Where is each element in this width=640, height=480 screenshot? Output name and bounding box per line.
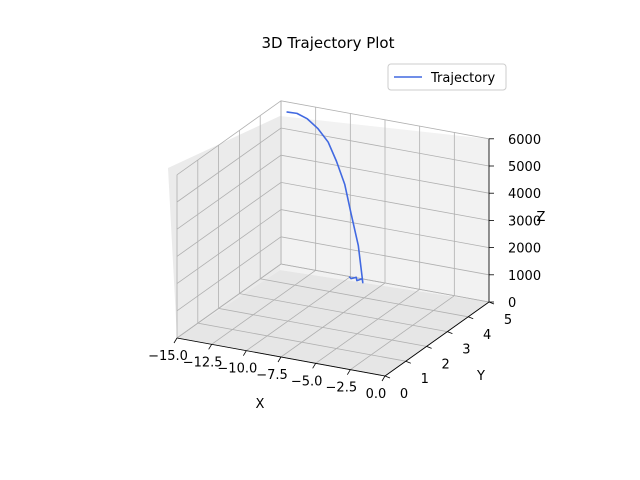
y-tick-label: 2	[441, 357, 449, 372]
y-tick-mark	[447, 331, 453, 334]
legend-frame	[387, 63, 507, 91]
z-tick-label: 2000	[508, 242, 541, 257]
x-tick-mark	[381, 375, 386, 382]
x-axis-ticks: −15.0−12.5−10.0−7.5 −5.0 −2.5 0.0	[148, 337, 387, 402]
left-pane	[168, 116, 280, 338]
legend: Trajectory	[387, 63, 507, 91]
x-tick-mark	[277, 356, 282, 363]
x-tick-mark	[208, 344, 213, 350]
legend-label-trajectory: Trajectory	[430, 71, 495, 86]
x-tick-label: 0.0	[366, 387, 387, 402]
z-gridline	[176, 263, 490, 339]
y-tick-mark	[405, 360, 411, 364]
grid-lines	[176, 100, 490, 377]
y-tick-label: 5	[504, 313, 512, 328]
y-tick-label: 0	[400, 387, 408, 402]
z-gridline	[176, 236, 490, 312]
z-gridline	[176, 181, 490, 257]
x-tick-mark	[312, 363, 317, 369]
x-tick-mark	[346, 369, 351, 375]
x-tick-label: −12.5	[183, 355, 223, 370]
y-tick-mark	[384, 375, 391, 379]
series-line-trajectory	[286, 111, 364, 284]
z-tick-label: 4000	[508, 187, 541, 202]
z-gridline	[176, 100, 490, 176]
axes-panes	[168, 116, 489, 376]
z-gridline	[176, 209, 490, 284]
z-tick-label: 1000	[508, 269, 541, 284]
y-axis-line	[384, 301, 490, 377]
z-tick-label: 5000	[508, 160, 541, 175]
z-tick-label: 3000	[508, 214, 541, 229]
z-axis-ticks: 0 1000 2000 3000 4000 5000 6000	[489, 133, 541, 311]
x-tick-label: −10.0	[217, 362, 257, 377]
series-layer	[286, 111, 364, 284]
z-gridline	[176, 154, 490, 230]
x-tick-label: −15.0	[148, 349, 188, 364]
y-tick-label: 1	[421, 372, 429, 387]
y-tick-mark	[426, 346, 432, 349]
z-gridline	[176, 127, 490, 203]
back-pane	[280, 116, 489, 302]
chart-title: 3D Trajectory Plot	[262, 34, 395, 52]
y-axis-label: Y	[476, 369, 485, 384]
z-axis-label: Z	[537, 210, 546, 225]
y-tick-label: 4	[483, 328, 491, 343]
x-tick-label: −2.5	[326, 381, 358, 396]
x-axis-label: X	[256, 397, 265, 412]
y-tick-label: 3	[462, 343, 470, 358]
x-tick-label: −5.0	[291, 374, 323, 389]
x-tick-mark	[173, 337, 178, 344]
x-tick-mark	[242, 350, 247, 356]
z-tick-label: 0	[508, 296, 516, 311]
x-tick-label: −7.5	[256, 368, 288, 383]
y-tick-mark	[468, 316, 474, 320]
z-tick-label: 6000	[508, 133, 541, 148]
